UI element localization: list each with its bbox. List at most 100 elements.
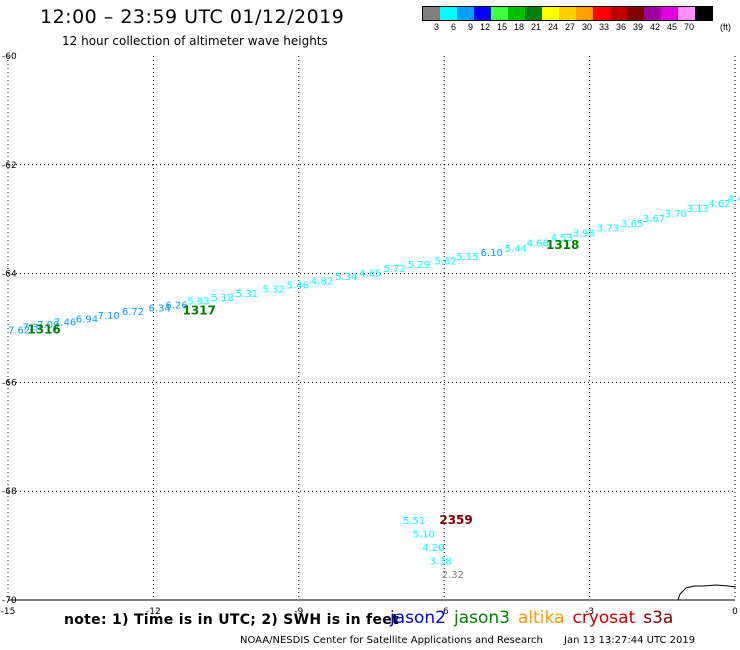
legend-swatch bbox=[610, 7, 627, 20]
satellite-legend-cryosat: cryosat bbox=[572, 608, 636, 628]
pass-time-label: 1316 bbox=[27, 322, 60, 336]
swh-value-label: 6.72 bbox=[122, 307, 144, 318]
legend-swatch bbox=[474, 7, 491, 20]
legend-tick-label: 3 bbox=[433, 22, 439, 32]
legend-swatch bbox=[695, 7, 712, 20]
swh-value-label: 4.44 bbox=[728, 194, 740, 205]
map-grid bbox=[7, 56, 736, 601]
footer-timestamp: Jan 13 13:27:44 UTC 2019 bbox=[564, 635, 696, 646]
satellite-legend-jason2: jason2 bbox=[390, 608, 446, 628]
swh-value-label: 3.70 bbox=[665, 209, 687, 220]
lon-tick-label: -15 bbox=[1, 607, 16, 617]
pass-time-label: 1318 bbox=[546, 238, 579, 252]
swh-value-label: 3.67 bbox=[643, 214, 665, 225]
lat-tick-label: -64 bbox=[2, 270, 17, 280]
legend-swatch bbox=[508, 7, 525, 20]
legend-swatch bbox=[661, 7, 678, 20]
legend-tick-label: 6 bbox=[450, 22, 456, 32]
legend-swatch bbox=[423, 7, 440, 20]
satellite-legend-s3a: s3a bbox=[643, 608, 674, 628]
legend-tick-label: 42 bbox=[649, 22, 660, 32]
swh-value-label: 5.31 bbox=[236, 289, 258, 300]
footer-credit: NOAA/NESDIS Center for Satellite Applica… bbox=[240, 635, 543, 646]
swh-value-label: 5.15 bbox=[456, 252, 478, 263]
legend-swatch bbox=[542, 7, 559, 20]
wave-height-legend-ticks: 3 6 9 12 15 18 21 24 27 30 33 36 39 42 45 70 bbox=[422, 22, 711, 32]
swh-value-label: 7.62 bbox=[8, 325, 30, 336]
legend-tick-label: 18 bbox=[513, 22, 524, 32]
legend-swatch bbox=[593, 7, 610, 20]
legend-tick-label: 21 bbox=[530, 22, 541, 32]
legend-tick-label: 36 bbox=[615, 22, 626, 32]
legend-swatch bbox=[457, 7, 474, 20]
swh-value-label: 4.82 bbox=[311, 276, 333, 287]
lon-tick-label: -3 bbox=[585, 607, 594, 617]
lat-tick-label: -62 bbox=[2, 161, 17, 171]
swh-value-label: 3.98 bbox=[573, 229, 595, 240]
swh-value-label: 3.13 bbox=[687, 204, 709, 215]
coastline bbox=[677, 584, 737, 601]
legend-tick-label: 33 bbox=[598, 22, 609, 32]
lon-tick-label: -9 bbox=[294, 607, 303, 617]
swh-value-label: 5.62 bbox=[435, 256, 457, 267]
swh-value-label: 5.32 bbox=[262, 285, 284, 296]
legend-swatch bbox=[644, 7, 661, 20]
satellite-legend-altika: altika bbox=[518, 608, 565, 628]
swh-value-label: 7.09 bbox=[37, 320, 59, 331]
legend-unit: (ft) bbox=[720, 22, 731, 32]
swh-value-label: 5.34 bbox=[335, 272, 357, 283]
altimeter-tracks: 7.627.37.097.46 6.94 7.10 6.72 6.346.26 5.93 5… bbox=[8, 194, 740, 581]
legend-swatch bbox=[525, 7, 542, 20]
lon-tick-label: -12 bbox=[146, 607, 161, 617]
pass-time-label: 1317 bbox=[182, 303, 215, 317]
swh-value-label: 5.93 bbox=[187, 297, 209, 308]
swh-value-label: 2.32 bbox=[442, 570, 464, 581]
lon-tick-label: 0 bbox=[732, 607, 738, 617]
legend-swatch bbox=[576, 7, 593, 20]
pass-time-label: 2359 bbox=[439, 513, 472, 527]
swh-value-label: 5.44 bbox=[505, 244, 527, 255]
swh-value-label: 5.18 bbox=[212, 293, 234, 304]
satellite-legend-jason3: jason3 bbox=[454, 608, 510, 628]
wave-height-color-legend bbox=[422, 6, 713, 21]
swh-value-label: 7.10 bbox=[98, 311, 120, 322]
legend-tick-label: 12 bbox=[479, 22, 490, 32]
swh-value-label: 5.46 bbox=[287, 280, 309, 291]
legend-swatch bbox=[491, 7, 508, 20]
swh-value-label: 3.73 bbox=[597, 224, 619, 235]
swh-value-label: 5.72 bbox=[384, 264, 406, 275]
swh-value-label: 7.46 bbox=[54, 317, 76, 328]
swh-value-label: 6.34 bbox=[149, 304, 171, 315]
axis-labels: -15 -12 -9 -6 -3 0 -60 -62 -64 -66 -68 -70 bbox=[1, 52, 738, 617]
legend-tick-label: 70 bbox=[683, 22, 694, 32]
legend-tick-label: 15 bbox=[496, 22, 507, 32]
legend-tick-label: 9 bbox=[467, 22, 473, 32]
lon-tick-label: -6 bbox=[440, 607, 449, 617]
swh-value-label: 4.20 bbox=[422, 543, 444, 554]
swh-value-label: 4.53 bbox=[551, 233, 573, 244]
swh-value-label: 5.29 bbox=[408, 260, 430, 271]
swh-value-label: 5.51 bbox=[403, 516, 425, 527]
swh-value-label: 4.65 bbox=[359, 268, 381, 279]
legend-tick-label: 24 bbox=[547, 22, 558, 32]
legend-swatch bbox=[559, 7, 576, 20]
page-subtitle: 12 hour collection of altimeter wave hei… bbox=[62, 34, 328, 48]
lat-tick-label: -68 bbox=[2, 487, 17, 497]
lat-tick-label: -70 bbox=[2, 596, 17, 606]
swh-value-label: 4.62 bbox=[708, 199, 730, 210]
lat-tick-label: -66 bbox=[2, 378, 17, 388]
swh-value-label: 6.10 bbox=[481, 248, 503, 259]
satellite-legend: jason2 jason3 altika cryosat s3a bbox=[390, 608, 681, 628]
legend-tick-label: 45 bbox=[666, 22, 677, 32]
swh-value-label: 4.66 bbox=[527, 238, 549, 249]
page-title: 12:00 – 23:59 UTC 01/12/2019 bbox=[40, 6, 345, 28]
legend-tick-label: 39 bbox=[632, 22, 643, 32]
swh-value-label: 6.26 bbox=[166, 300, 188, 311]
lat-tick-label: -60 bbox=[2, 52, 17, 62]
swh-value-label: 3.38 bbox=[430, 557, 452, 568]
swh-value-label: 6.94 bbox=[76, 315, 98, 326]
legend-swatch bbox=[678, 7, 695, 20]
swh-value-label: 7.3 bbox=[23, 323, 39, 334]
